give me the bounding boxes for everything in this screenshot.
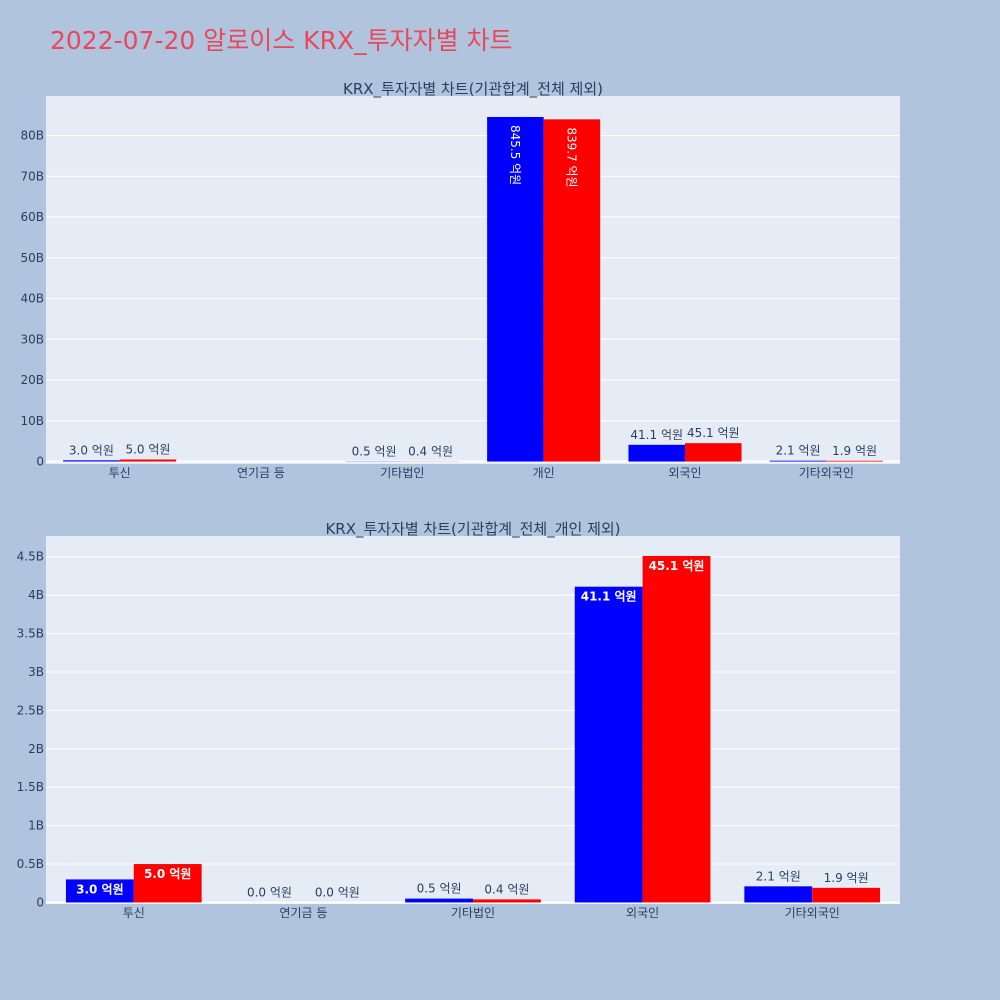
data-label: 2.1 억원 [756,869,801,883]
x-tick-label: 기타법인 [451,906,495,920]
y-tick-label: 2B [28,742,44,756]
chart-1: 0 10B 20B 30B 40B 50B 60B 70B 80B KRX_투자자별 차트(기관합… [20,80,900,480]
x-tick-label: 투신 [109,466,131,480]
data-label: 41.1 억원 [581,590,637,604]
data-label: 45.1 억원 [687,426,740,440]
y-tick-label: 0.5B [17,857,44,871]
bar-series-1 [65,879,134,903]
y-tick-label: 10B [20,414,44,428]
bar-series-2 [826,460,883,462]
data-label: 5.0 억원 [125,443,170,457]
y-tick-label: 60B [20,210,44,224]
bar-series-2 [543,119,601,462]
data-label: 41.1 억원 [630,428,683,442]
y-tick-label: 40B [20,292,44,306]
y-tick-label: 1.5B [17,780,44,794]
bar-series-1 [628,444,685,462]
y-tick-label: 3.5B [17,627,44,641]
bar-series-2 [119,459,177,462]
data-label: 0.5 억원 [417,882,462,896]
data-label: 1.9 억원 [824,871,869,885]
x-tick-label: 투신 [123,906,145,920]
y-tick-label: 2.5B [17,703,44,717]
data-label: 839.7 억원 [565,127,579,187]
data-label: 3.0 억원 [76,882,124,896]
data-label: 0.4 억원 [408,444,453,458]
y-tick-label: 50B [20,251,44,265]
bar-series-1 [405,898,473,903]
y-tick-label: 70B [20,169,44,183]
y-tick-label: 1B [28,819,44,833]
x-tick-label: 외국인 [626,906,659,920]
y-tick-label: 0 [36,455,44,469]
bar-series-2 [473,899,541,903]
bar-series-2 [642,555,711,903]
y-tick-label: 4B [28,588,44,602]
data-label: 2.1 억원 [776,444,821,458]
x-tick-label: 연기금 등 [237,466,285,480]
y-tick-label: 80B [20,129,44,143]
chart-2: 0 0.5B 1B 1.5B 2B 2.5B 3B 3.5B 4B 4.5B KRX_투자자별 차트… [17,520,900,920]
bar-series-1 [487,116,544,462]
y-tick-label: 20B [20,373,44,387]
bar-series-1 [63,460,120,462]
plot-area [46,96,900,464]
data-label: 845.5 억원 [508,125,522,185]
bar-series-2 [812,887,881,903]
x-tick-label: 기타외국인 [785,906,840,920]
data-label: 0.0 억원 [247,885,292,899]
y-tick-label: 4.5B [17,550,44,564]
y-tick-label: 30B [20,332,44,346]
bar-series-2 [685,443,742,462]
data-label: 5.0 억원 [144,867,192,881]
data-label: 0.0 억원 [315,885,360,899]
page-title: 2022-07-20 알로이스 KRX_투자자별 차트 [50,26,513,55]
data-label: 0.5 억원 [352,444,397,458]
chart-panels: 0 10B 20B 30B 40B 50B 60B 70B 80B KRX_투자자별 차트(기관합… [17,80,900,920]
data-label: 0.4 억원 [484,882,529,896]
chart-title: KRX_투자자별 차트(기관합계_전체 제외) [343,80,603,99]
chart-title: KRX_투자자별 차트(기관합계_전체_개인 제외) [325,520,620,539]
plot-area [46,536,900,904]
bar-series-1 [744,886,813,903]
x-tick-label: 개인 [533,466,555,480]
x-tick-label: 기타법인 [380,466,424,480]
x-tick-label: 외국인 [668,466,701,480]
bar-series-1 [574,586,643,903]
x-tick-label: 기타외국인 [799,466,854,480]
bar-series-2 [133,864,202,903]
y-tick-label: 3B [28,665,44,679]
x-tick-label: 연기금 등 [279,906,327,920]
bar-series-1 [769,460,827,462]
data-label: 45.1 억원 [649,559,705,573]
data-label: 3.0 억원 [69,443,114,457]
data-label: 1.9 억원 [832,444,877,458]
y-tick-label: 0 [36,895,44,909]
